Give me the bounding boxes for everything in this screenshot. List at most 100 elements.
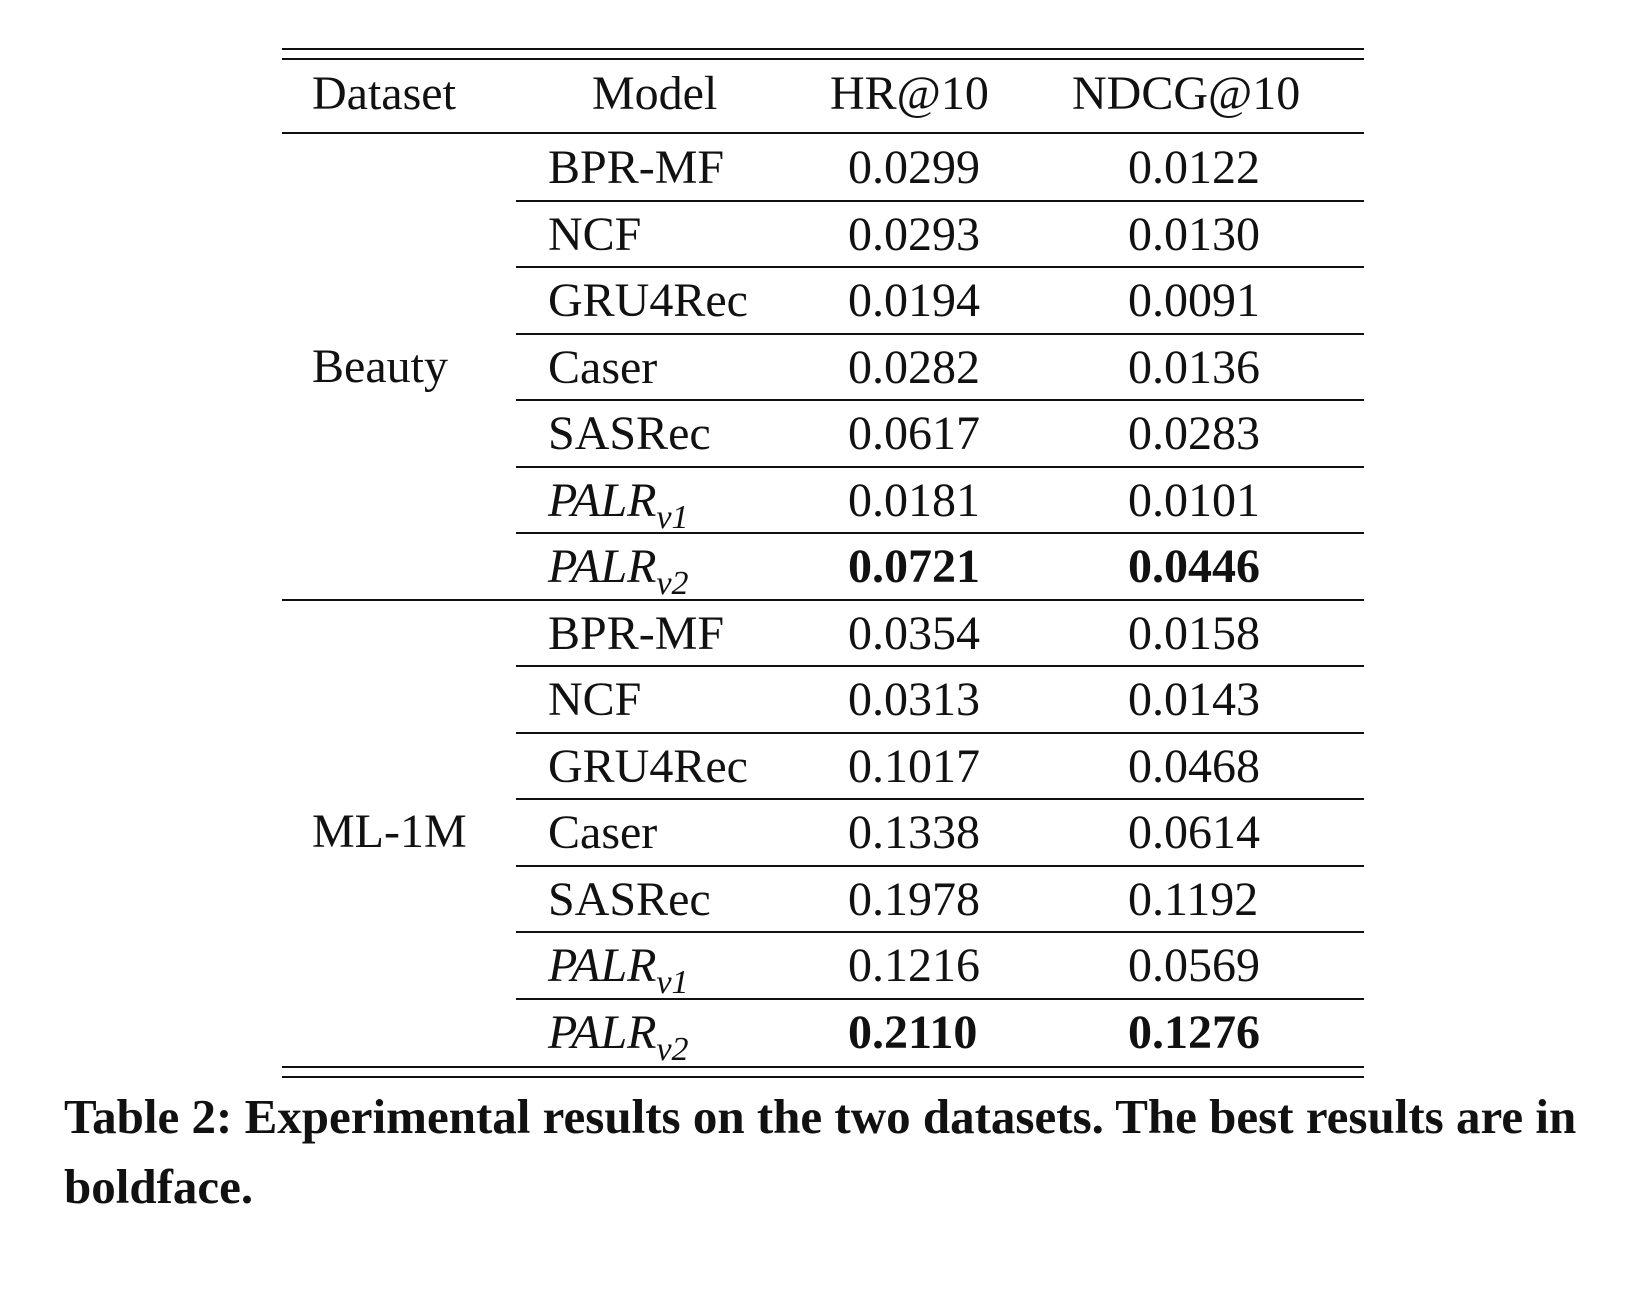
bottom-double-rule-lower — [282, 1076, 1364, 1078]
model-name: PALR — [548, 540, 657, 593]
model-cell: Caser — [548, 799, 657, 867]
table-row: SASRec 0.1978 0.1192 — [282, 866, 1364, 934]
hr10-cell: 0.1216 — [848, 939, 980, 992]
row-rule — [516, 332, 1364, 335]
row-rule — [516, 532, 1364, 534]
table-row: NCF 0.0313 0.0143 — [282, 666, 1364, 734]
ndcg10-cell: 0.0158 — [1128, 606, 1260, 660]
model-name: PALR — [548, 1005, 657, 1059]
ndcg10-cell: 0.0283 — [1128, 407, 1260, 460]
row-rule — [516, 997, 1364, 1000]
ndcg10-cell: 0.0136 — [1128, 340, 1260, 394]
table-row: BPR-MF 0.0299 0.0122 — [282, 134, 1364, 202]
ndcg10-cell: 0.1192 — [1128, 872, 1259, 926]
header-model: Model — [592, 67, 718, 120]
ndcg10-cell: 0.0468 — [1128, 739, 1260, 793]
model-name: PALR — [548, 939, 657, 992]
dataset-group: ML-1M BPR-MF 0.0354 0.0158 NCF 0.0313 0.0143 GR… — [282, 600, 1364, 1068]
model-version-subscript: v2 — [656, 1030, 689, 1068]
model-name: BPR-MF — [548, 606, 725, 660]
table-row: PALRv2 0.0721 0.0446 — [282, 533, 1364, 602]
model-name: SASRec — [548, 407, 711, 460]
model-cell: GRU4Rec — [548, 733, 748, 801]
model-name: SASRec — [548, 872, 711, 926]
dataset-label: Beauty — [312, 339, 448, 393]
row-rule — [516, 399, 1364, 401]
hr10-cell: 0.0617 — [848, 407, 980, 460]
row-rule — [516, 798, 1364, 800]
table-header-row: Dataset Model HR@10 NDCG@10 — [282, 60, 1364, 132]
model-cell: PALRv1 — [548, 467, 689, 536]
group-rule — [282, 598, 1364, 601]
header-rule — [282, 132, 1364, 134]
hr10-cell: 0.1978 — [848, 872, 980, 926]
top-double-rule-upper — [282, 48, 1364, 50]
table-row: NCF 0.0293 0.0130 — [282, 201, 1364, 269]
hr10-cell: 0.0313 — [848, 673, 980, 726]
table-row: SASRec 0.0617 0.0283 — [282, 400, 1364, 468]
row-rule — [516, 731, 1364, 734]
model-cell: BPR-MF — [548, 134, 724, 202]
row-rule — [516, 864, 1364, 867]
model-cell: GRU4Rec — [548, 267, 748, 335]
hr10-cell: 0.1017 — [848, 739, 980, 793]
ndcg10-cell: 0.0569 — [1128, 939, 1260, 992]
header-hr10: HR@10 — [830, 67, 989, 120]
model-version-subscript: v1 — [656, 964, 689, 1001]
model-cell: PALRv2 — [548, 999, 689, 1068]
model-name: Caser — [548, 806, 658, 859]
model-cell: NCF — [548, 201, 641, 269]
table-row: PALRv1 0.1216 0.0569 — [282, 932, 1364, 1001]
hr10-cell: 0.1338 — [848, 806, 980, 859]
top-double-rule-lower — [282, 58, 1364, 60]
ndcg10-cell: 0.0446 — [1128, 540, 1260, 593]
model-cell: BPR-MF — [548, 600, 724, 668]
dataset-label: ML-1M — [312, 805, 467, 859]
row-rule — [516, 465, 1364, 468]
table-row: PALRv1 0.0181 0.0101 — [282, 467, 1364, 536]
ndcg10-cell: 0.0101 — [1128, 473, 1260, 527]
hr10-cell: 0.0293 — [848, 207, 980, 261]
header-ndcg10: NDCG@10 — [1072, 67, 1301, 120]
model-cell: NCF — [548, 666, 641, 734]
hr10-cell: 0.0721 — [848, 540, 980, 593]
model-name: Caser — [548, 340, 658, 394]
model-name: PALR — [548, 473, 657, 527]
model-name: GRU4Rec — [548, 274, 748, 327]
model-cell: PALRv2 — [548, 533, 689, 602]
row-rule — [516, 931, 1364, 933]
ndcg10-cell: 0.0122 — [1128, 141, 1260, 194]
table-row: BPR-MF 0.0354 0.0158 — [282, 600, 1364, 668]
ndcg10-cell: 0.1276 — [1128, 1005, 1260, 1059]
header-dataset: Dataset — [312, 67, 456, 120]
model-name: NCF — [548, 673, 642, 726]
ndcg10-cell: 0.0130 — [1128, 207, 1260, 261]
hr10-cell: 0.0194 — [848, 274, 980, 327]
hr10-cell: 0.2110 — [848, 1005, 978, 1059]
model-name: BPR-MF — [548, 141, 725, 194]
model-version-subscript: v1 — [656, 498, 689, 536]
ndcg10-cell: 0.0143 — [1128, 673, 1260, 726]
hr10-cell: 0.0299 — [848, 141, 980, 194]
table-caption: Table 2: Experimental results on the two… — [64, 1089, 1577, 1214]
model-name: NCF — [548, 207, 642, 261]
model-cell: PALRv1 — [548, 932, 689, 1001]
table-row: Caser 0.0282 0.0136 — [282, 334, 1364, 402]
hr10-cell: 0.0181 — [848, 473, 980, 527]
model-cell: SASRec — [548, 400, 711, 468]
table-row: GRU4Rec 0.1017 0.0468 — [282, 733, 1364, 801]
table-row: GRU4Rec 0.0194 0.0091 — [282, 267, 1364, 335]
table-row: Caser 0.1338 0.0614 — [282, 799, 1364, 867]
ndcg10-cell: 0.0091 — [1128, 274, 1260, 327]
model-cell: Caser — [548, 334, 657, 402]
model-version-subscript: v2 — [656, 565, 689, 602]
model-name: GRU4Rec — [548, 739, 748, 793]
row-rule — [516, 266, 1364, 268]
row-rule — [516, 665, 1364, 667]
bottom-double-rule-upper — [282, 1066, 1364, 1068]
row-rule — [516, 199, 1364, 202]
hr10-cell: 0.0282 — [848, 340, 980, 394]
ndcg10-cell: 0.0614 — [1128, 806, 1260, 859]
table-row: PALRv2 0.2110 0.1276 — [282, 999, 1364, 1068]
dataset-group: Beauty BPR-MF 0.0299 0.0122 NCF 0.0293 0.0130 G… — [282, 134, 1364, 602]
